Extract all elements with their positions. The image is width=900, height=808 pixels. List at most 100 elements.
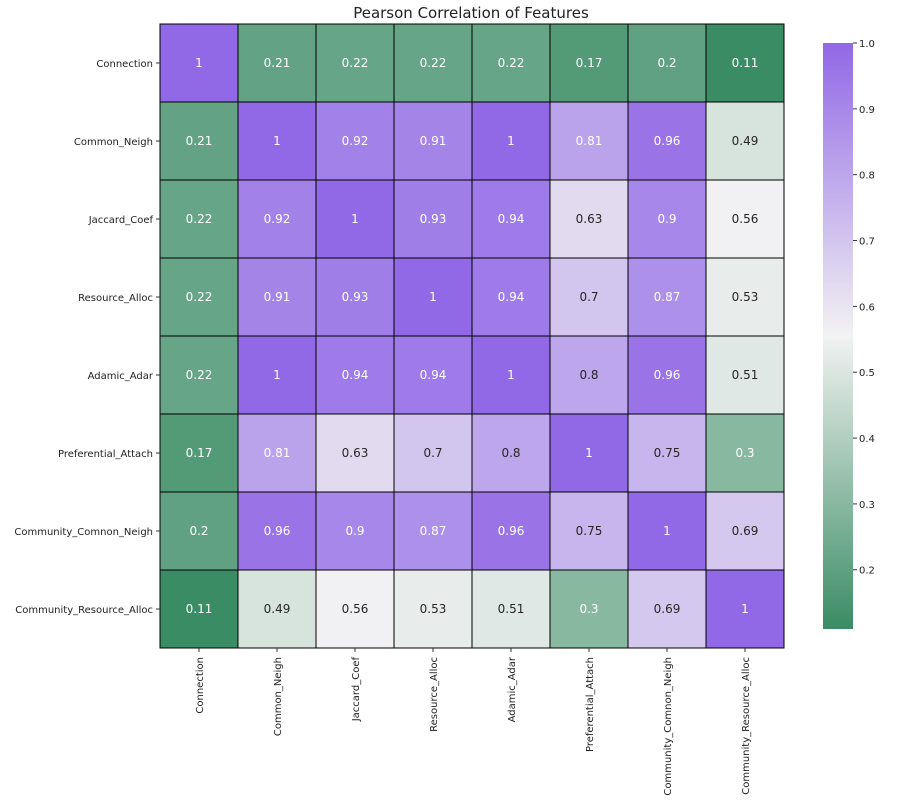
heatmap-cell: [627, 413, 707, 493]
heatmap-cell: [159, 491, 239, 571]
heatmap-cell: [549, 335, 629, 415]
cell-value-label: 0.63: [342, 446, 369, 460]
colorbar-tick-label: 0.2: [859, 566, 875, 577]
heatmap-cell: [471, 413, 551, 493]
cell-value-label: 1: [273, 134, 281, 148]
heatmap-cell: [627, 335, 707, 415]
heatmap-cell: [705, 101, 785, 181]
heatmap-cell: [159, 257, 239, 337]
cell-value-label: 1: [507, 368, 515, 382]
heatmap-cell: [471, 23, 551, 103]
cell-value-label: 0.94: [498, 290, 525, 304]
heatmap-cell: [705, 413, 785, 493]
column-label: Common_Neigh: [273, 657, 284, 736]
cell-value-label: 0.81: [576, 134, 603, 148]
row-label: Adamic_Adar: [88, 371, 154, 382]
colorbar-tick-label: 0.7: [859, 237, 875, 248]
cell-value-label: 1: [663, 524, 671, 538]
cell-value-label: 0.51: [732, 368, 759, 382]
cell-value-label: 0.11: [732, 56, 759, 70]
heatmap-cell: [549, 101, 629, 181]
column-label: Preferential_Attach: [585, 657, 596, 752]
heatmap-cell: [237, 413, 317, 493]
cell-value-label: 0.91: [264, 290, 291, 304]
row-label: Community_Comnon_Neigh: [14, 527, 153, 538]
heatmap-cell: [237, 179, 317, 259]
cell-value-label: 0.75: [654, 446, 681, 460]
column-label: Resource_Alloc: [429, 657, 440, 732]
heatmap-cell: [393, 101, 473, 181]
row-label: Preferential_Attach: [58, 449, 153, 460]
cell-value-label: 0.3: [579, 602, 598, 616]
cell-value-label: 1: [273, 368, 281, 382]
cell-value-label: 1: [429, 290, 437, 304]
heatmap-cell: [315, 257, 395, 337]
cell-value-label: 1: [195, 56, 203, 70]
colorbar-tick-label: 1.0: [859, 39, 875, 50]
heatmap-cell: [705, 491, 785, 571]
cell-value-label: 0.92: [342, 134, 369, 148]
row-label: Common_Neigh: [74, 137, 153, 148]
cell-value-label: 0.96: [654, 368, 681, 382]
row-label: Connection: [96, 59, 153, 70]
cell-value-label: 0.87: [420, 524, 447, 538]
heatmap-cell: [705, 179, 785, 259]
cell-value-label: 0.22: [186, 368, 213, 382]
cell-value-label: 0.11: [186, 602, 213, 616]
cell-value-label: 0.22: [342, 56, 369, 70]
cell-value-label: 0.49: [732, 134, 759, 148]
colorbar: 0.2 0.3 0.4 0.5 0.6 0.7 0.8 0.9 1.0: [823, 39, 875, 629]
heatmap-cell: [315, 335, 395, 415]
cell-value-label: 0.3: [735, 446, 754, 460]
colorbar-tick-label: 0.5: [859, 368, 875, 379]
cell-value-label: 0.8: [579, 368, 598, 382]
column-label: Connection: [195, 657, 206, 714]
heatmap-cell: [471, 257, 551, 337]
colorbar-tick-label: 0.9: [859, 105, 875, 116]
cell-value-label: 0.53: [732, 290, 759, 304]
cell-value-label: 0.21: [186, 134, 213, 148]
cell-value-label: 0.9: [657, 212, 676, 226]
heatmap-cell: [549, 491, 629, 571]
cell-value-label: 1: [351, 212, 359, 226]
cell-value-label: 0.7: [579, 290, 598, 304]
cell-value-label: 0.51: [498, 602, 525, 616]
colorbar-tick-label: 0.6: [859, 302, 875, 313]
chart-title: Pearson Correlation of Features: [353, 4, 589, 22]
cell-value-label: 0.22: [420, 56, 447, 70]
cell-value-label: 0.8: [501, 446, 520, 460]
colorbar-gradient: [823, 43, 853, 629]
row-label: Resource_Alloc: [78, 293, 153, 304]
cell-value-label: 0.22: [498, 56, 525, 70]
heatmap-cell: [549, 179, 629, 259]
heatmap-cell: [393, 179, 473, 259]
cell-value-label: 0.69: [732, 524, 759, 538]
heatmap-cell: [471, 491, 551, 571]
cell-value-label: 0.93: [420, 212, 447, 226]
heatmap-cell: [159, 23, 239, 103]
cell-value-label: 0.63: [576, 212, 603, 226]
cell-value-label: 0.49: [264, 602, 291, 616]
heatmap-cell: [705, 23, 785, 103]
cell-value-label: 0.96: [498, 524, 525, 538]
cell-value-label: 0.94: [498, 212, 525, 226]
row-labels: Connection Common_Neigh Jaccard_Coef Resour…: [14, 59, 160, 616]
heatmap-cell: [393, 335, 473, 415]
cell-value-label: 0.9: [345, 524, 364, 538]
heatmap-cell: [237, 23, 317, 103]
cell-value-label: 0.56: [342, 602, 369, 616]
cell-value-label: 0.96: [264, 524, 291, 538]
heatmap-cell: [471, 569, 551, 649]
cell-value-label: 0.22: [186, 290, 213, 304]
cell-value-label: 0.87: [654, 290, 681, 304]
heatmap-cell: [471, 179, 551, 259]
cell-value-label: 0.7: [423, 446, 442, 460]
heatmap-cell: [471, 101, 551, 181]
row-label: Community_Resource_Alloc: [15, 605, 153, 616]
colorbar-tick-label: 0.4: [859, 434, 875, 445]
heatmap-cell: [393, 23, 473, 103]
cell-value-label: 0.81: [264, 446, 291, 460]
cell-value-label: 1: [585, 446, 593, 460]
cell-value-label: 0.17: [186, 446, 213, 460]
heatmap-cell: [627, 179, 707, 259]
